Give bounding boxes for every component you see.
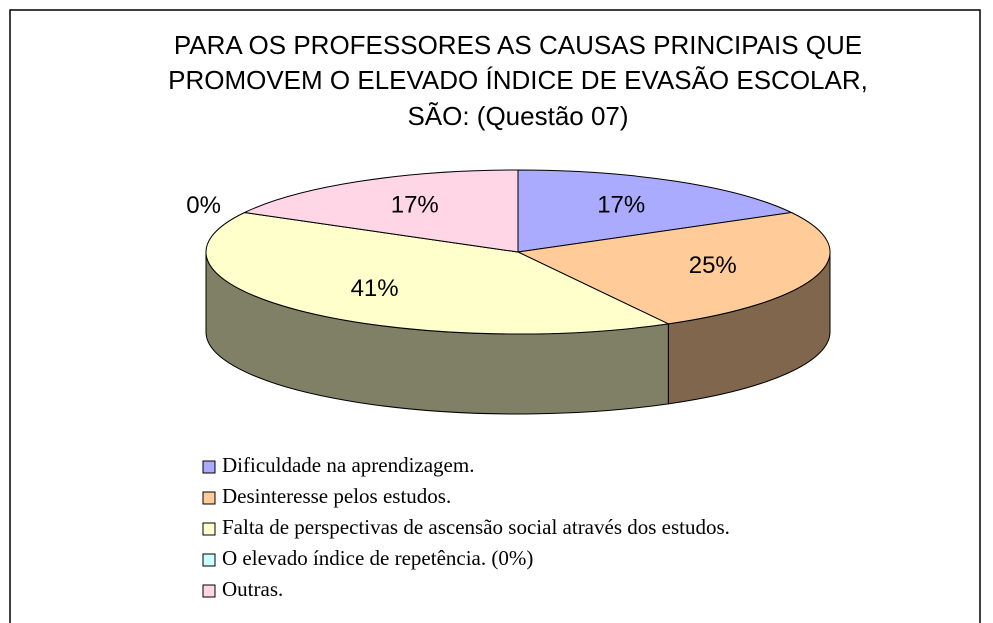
legend-swatch bbox=[202, 491, 216, 505]
chart-frame bbox=[9, 9, 981, 623]
legend-label: Outras. bbox=[222, 577, 283, 601]
legend-swatch bbox=[202, 522, 216, 536]
legend-swatch bbox=[202, 584, 216, 598]
legend-label: Dificuldade na aprendizagem. bbox=[222, 453, 474, 477]
data-label: 25% bbox=[689, 252, 737, 279]
data-label: 17% bbox=[597, 191, 645, 218]
data-label: 0% bbox=[186, 192, 221, 219]
chart-title: PARA OS PROFESSORES AS CAUSAS PRINCIPAIS… bbox=[174, 30, 862, 60]
legend-label: Desinteresse pelos estudos. bbox=[222, 484, 451, 508]
chart-title: PROMOVEM O ELEVADO ÍNDICE DE EVASÃO ESCO… bbox=[168, 65, 868, 95]
data-label: 17% bbox=[391, 191, 439, 218]
slice bbox=[517, 169, 794, 253]
legend-label: O elevado índice de repetência. (0%) bbox=[222, 546, 533, 570]
legend-swatch bbox=[202, 553, 216, 567]
slice bbox=[516, 211, 831, 325]
slice bbox=[205, 211, 671, 335]
legend-label: Falta de perspectivas de ascensão social… bbox=[222, 515, 730, 539]
data-label: 41% bbox=[351, 275, 399, 302]
legend-swatch bbox=[202, 460, 216, 474]
slice bbox=[242, 169, 519, 253]
chart-title: SÃO: (Questão 07) bbox=[407, 101, 628, 131]
